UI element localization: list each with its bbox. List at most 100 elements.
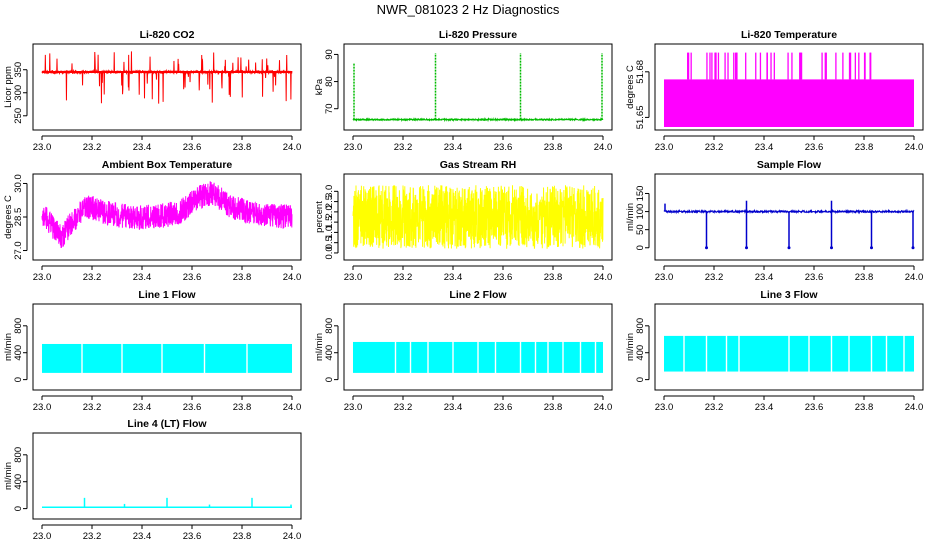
x-tick-label: 23.0 (344, 272, 363, 283)
line1-flow-band (42, 343, 292, 373)
x-tick-label: 23.0 (33, 402, 52, 413)
y-axis-label: ml/min (314, 333, 325, 361)
x-tick-label: 24.0 (594, 272, 613, 283)
y-tick-label: 28.5 (13, 208, 24, 227)
x-tick-label: 23.6 (494, 402, 513, 413)
x-tick-label: 23.4 (133, 531, 152, 540)
panel-title: Line 1 Flow (138, 289, 196, 301)
x-tick-label: 23.8 (233, 272, 252, 283)
x-tick-label: 23.8 (233, 142, 252, 153)
y-tick-label: 150 (635, 186, 646, 202)
y-tick-label: 0.5 (324, 236, 335, 249)
figure-title: NWR_081023 2 Hz Diagnostics (377, 2, 560, 17)
y-tick-label: 2.5 (324, 195, 335, 208)
series-line1 (42, 342, 292, 374)
x-tick-label: 23.2 (394, 272, 413, 283)
x-tick-label: 24.0 (594, 402, 613, 413)
plot-frame (654, 173, 924, 261)
x-tick-label: 23.8 (544, 142, 563, 153)
y-tick-label: 2.0 (324, 205, 335, 218)
y-axis: 0 50 100 150 (635, 186, 650, 250)
panel-title: Line 4 (LT) Flow (127, 418, 207, 430)
y-tick-label: 800 (13, 318, 24, 334)
y-tick-label: 800 (324, 318, 335, 334)
series-line3 (664, 334, 914, 373)
panel-line1: Line 1 Flow 23.0 23.2 23.4 23.6 23.8 24.0 0 400 8… (3, 289, 302, 413)
sample-flow-dip-point (911, 246, 915, 250)
panel-title: Line 3 Flow (760, 289, 818, 301)
panel-title: Li-820 CO2 (140, 29, 195, 41)
series-sample_flow (663, 200, 915, 250)
x-tick-label: 23.2 (705, 402, 724, 413)
series-box_temp (41, 181, 293, 249)
panel-line3: Line 3 Flow 23.0 23.2 23.4 23.6 23.8 24.0 0 400 8… (625, 289, 924, 413)
x-tick-label: 23.0 (344, 402, 363, 413)
x-axis: 23.0 23.2 23.4 23.6 23.8 24.0 (33, 135, 302, 153)
y-axis-label: degrees C (625, 65, 636, 109)
y-tick-label: 0 (635, 377, 646, 382)
x-tick-label: 23.4 (444, 272, 463, 283)
y-axis: 70 80 90 (324, 49, 339, 114)
pressure-line (352, 117, 604, 123)
y-tick-label: 400 (635, 345, 646, 361)
y-tick-label: 70 (324, 103, 335, 114)
y-tick-label: 50 (635, 224, 646, 235)
x-tick-label: 23.2 (705, 272, 724, 283)
x-axis: 23.0 23.2 23.4 23.6 23.8 24.0 (655, 265, 923, 283)
x-tick-label: 24.0 (905, 402, 924, 413)
y-tick-label: 51.68 (635, 60, 646, 84)
y-tick-label: 0 (13, 377, 24, 382)
panel-line2: Line 2 Flow 23.0 23.2 23.4 23.6 23.8 24.0 0 400 8… (314, 289, 613, 413)
plot-frame (343, 43, 613, 131)
x-tick-label: 23.8 (233, 402, 252, 413)
x-tick-label: 23.6 (805, 402, 824, 413)
x-tick-label: 23.8 (544, 272, 563, 283)
y-tick-label: 400 (13, 474, 24, 490)
plot-frame (343, 173, 613, 261)
x-tick-label: 23.6 (183, 402, 202, 413)
y-tick-label: 0.0 (324, 246, 335, 259)
x-tick-label: 23.2 (83, 531, 102, 540)
y-tick-label: 250 (13, 108, 24, 124)
x-tick-label: 23.4 (755, 402, 774, 413)
panel-sample_flow: Sample Flow 23.0 23.2 23.4 23.6 23.8 24.0 0 50 10… (625, 159, 924, 283)
y-tick-label: 800 (635, 318, 646, 334)
x-tick-label: 24.0 (283, 272, 302, 283)
y-tick-label: 80 (324, 76, 335, 87)
y-axis-label: kPa (314, 78, 325, 95)
y-tick-label: 300 (13, 85, 24, 101)
y-axis: 0.00.51.01.52.02.53.0 (324, 185, 339, 260)
plot-frame (654, 43, 924, 131)
y-tick-label: 800 (13, 447, 24, 463)
y-axis: 0 400 800 (635, 318, 650, 382)
x-tick-label: 24.0 (594, 142, 613, 153)
panel-title: Li-820 Pressure (439, 29, 517, 41)
plot-frame (32, 303, 302, 391)
x-tick-label: 23.6 (494, 142, 513, 153)
y-tick-label: 27.0 (13, 241, 24, 260)
x-tick-label: 23.4 (444, 402, 463, 413)
sample-flow-dip-point (830, 246, 833, 250)
x-tick-label: 23.0 (655, 142, 674, 153)
y-axis: 0 400 800 (13, 318, 28, 382)
y-tick-label: 100 (635, 204, 646, 220)
x-tick-label: 23.2 (83, 142, 102, 153)
x-tick-label: 23.0 (344, 142, 363, 153)
panel-title: Li-820 Temperature (741, 29, 837, 41)
y-tick-label: 30.0 (13, 174, 24, 193)
x-axis: 23.0 23.2 23.4 23.6 23.8 24.0 (344, 135, 613, 153)
series-line2 (353, 340, 603, 374)
x-tick-label: 23.6 (183, 531, 202, 540)
x-axis: 23.0 23.2 23.4 23.6 23.8 24.0 (33, 395, 301, 413)
y-tick-label: 1.0 (324, 226, 335, 239)
x-tick-label: 23.2 (83, 402, 102, 413)
x-axis: 23.0 23.2 23.4 23.6 23.8 24.0 (33, 265, 302, 283)
x-tick-label: 23.6 (183, 142, 202, 153)
panel-title: Line 2 Flow (449, 289, 507, 301)
x-tick-label: 24.0 (283, 142, 302, 153)
x-tick-label: 23.8 (855, 142, 874, 153)
plot-frame (32, 173, 302, 261)
y-axis-label: Licor ppm (3, 66, 14, 108)
x-tick-label: 24.0 (905, 142, 924, 153)
